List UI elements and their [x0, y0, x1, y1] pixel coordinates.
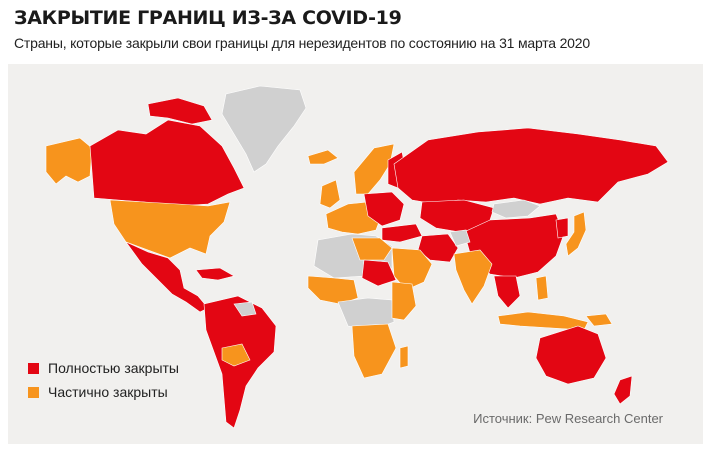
new-zealand [613, 375, 633, 405]
source-note: Источник: Pew Research Center [473, 411, 663, 426]
papua [585, 313, 613, 327]
uk-ireland [319, 179, 341, 209]
russia [393, 127, 669, 205]
map-legend: Полностью закрыты Частично закрыты [28, 356, 179, 404]
iceland [307, 149, 339, 165]
legend-swatch-partial [28, 386, 39, 398]
caribbean [195, 267, 235, 281]
scandinavia [353, 143, 395, 195]
central-africa [337, 297, 395, 331]
legend-swatch-full [28, 362, 39, 374]
southern-africa [351, 323, 397, 379]
japan [565, 211, 587, 257]
indochina [493, 275, 521, 309]
afghanistan [449, 229, 471, 247]
legend-label-full: Полностью закрыты [48, 360, 179, 376]
west-africa [307, 275, 359, 305]
east-africa [391, 281, 417, 321]
greenland [221, 85, 307, 173]
world-map [45, 85, 669, 429]
chad-sudan [361, 259, 397, 287]
mongolia [491, 199, 541, 219]
philippines [535, 275, 549, 301]
central-europe [363, 191, 405, 227]
bolivia [221, 343, 251, 367]
guianas [233, 301, 257, 317]
map-subtitle: Страны, которые закрыли свои границы для… [14, 35, 590, 51]
legend-label-partial: Частично закрыты [48, 384, 168, 400]
turkey [381, 223, 423, 243]
libya-egypt [351, 237, 393, 261]
canada [89, 119, 245, 207]
australia [535, 325, 607, 385]
canada-islands [147, 97, 213, 125]
alaska [45, 137, 93, 185]
india [453, 249, 493, 305]
madagascar [399, 345, 409, 369]
korea [555, 217, 569, 239]
map-title: ЗАКРЫТИЕ ГРАНИЦ ИЗ-ЗА COVID-19 [14, 7, 402, 29]
usa [109, 199, 231, 259]
legend-item-partial: Частично закрыты [28, 380, 179, 404]
map-panel: Полностью закрыты Частично закрыты Источ… [8, 64, 703, 444]
legend-item-full: Полностью закрыты [28, 356, 179, 380]
